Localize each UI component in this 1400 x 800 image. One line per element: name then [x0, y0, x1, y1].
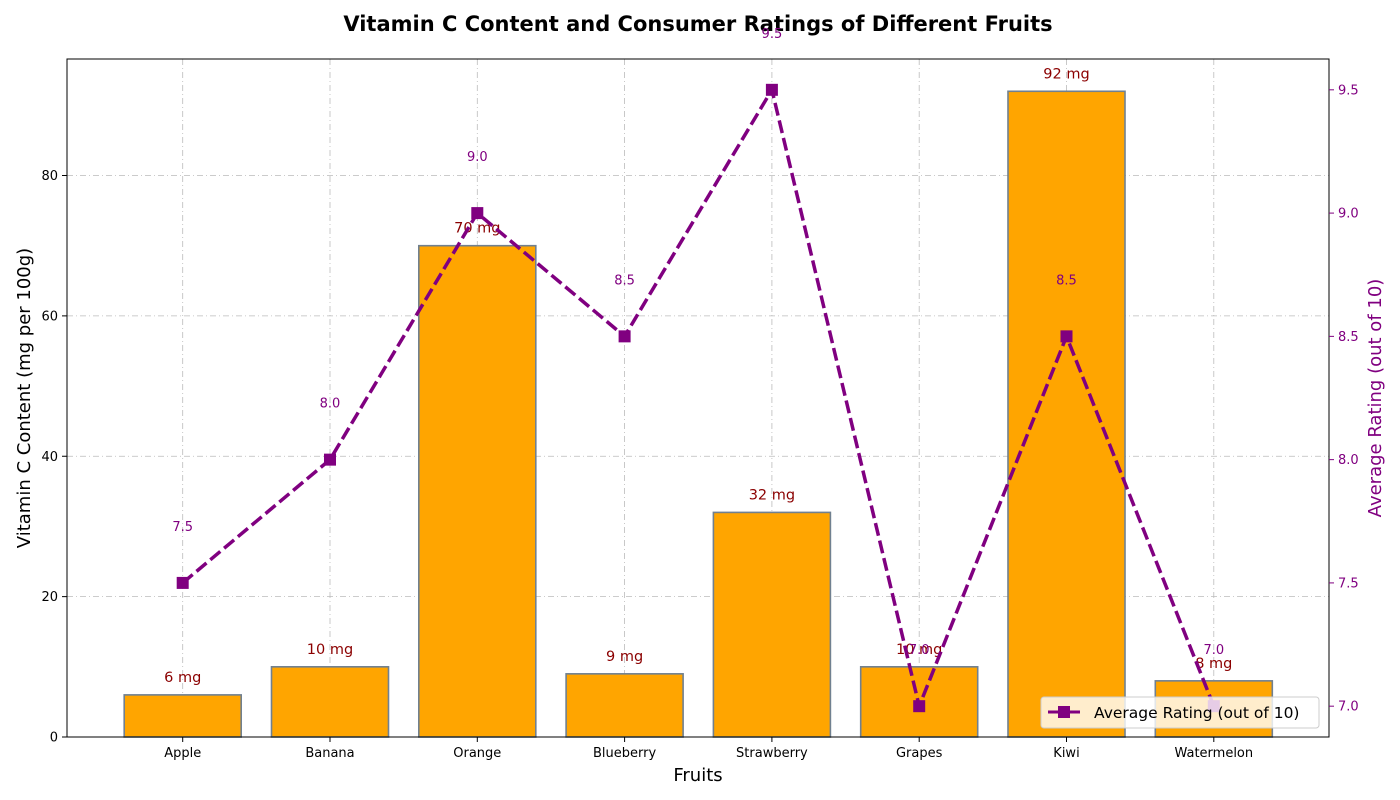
rating-value-label: 7.0 — [909, 643, 930, 658]
rating-line — [181, 88, 1216, 708]
x-tick-label: Banana — [305, 746, 354, 761]
y-tick-label: 0 — [50, 731, 58, 746]
bars — [123, 90, 1274, 738]
rating-marker — [471, 207, 484, 220]
legend-marker-swatch — [1058, 706, 1070, 718]
rating-value-label: 7.5 — [172, 520, 193, 535]
rating-marker — [913, 700, 926, 713]
bar-value-label: 92 mg — [1043, 66, 1089, 82]
bar-value-label: 10 mg — [307, 642, 353, 658]
bar-value-label: 8 mg — [1195, 656, 1232, 672]
x-tick-label: Strawberry — [736, 746, 808, 761]
y2-tick-label: 9.5 — [1338, 83, 1359, 98]
rating-value-label: 8.0 — [320, 397, 341, 412]
y-axis-ticks: 0 20 40 60 80 — [41, 169, 67, 746]
x-tick-label: Apple — [164, 746, 201, 761]
bar-value-label: 70 mg — [454, 221, 500, 237]
bar — [712, 511, 832, 738]
y2-tick-label: 9.0 — [1338, 207, 1359, 222]
y2-tick-label: 7.5 — [1338, 576, 1359, 591]
rating-value-label: 8.5 — [614, 273, 635, 288]
rating-value-label: 7.0 — [1203, 643, 1224, 658]
bar-value-label: 9 mg — [606, 649, 643, 665]
x-axis-title: Fruits — [673, 765, 722, 786]
rating-value-label: 9.5 — [762, 27, 783, 42]
y2-tick-label: 7.0 — [1338, 700, 1359, 715]
rating-marker — [1060, 330, 1073, 343]
legend: Average Rating (out of 10) — [1040, 696, 1320, 729]
bar — [417, 244, 537, 738]
x-tick-label: Orange — [453, 746, 501, 761]
y-tick-label: 60 — [41, 309, 58, 324]
bar — [123, 694, 242, 738]
rating-marker — [324, 453, 336, 466]
bar — [270, 666, 390, 738]
rating-marker — [176, 576, 189, 589]
rating-marker — [618, 330, 631, 343]
y-tick-label: 20 — [41, 590, 58, 605]
x-tick-label: Watermelon — [1174, 746, 1253, 761]
x-tick-label: Blueberry — [593, 746, 656, 761]
y2-axis-title: Average Rating (out of 10) — [1365, 279, 1386, 518]
rating-value-label: 8.5 — [1056, 273, 1077, 288]
rating-marker — [765, 83, 778, 96]
rating-labels: 7.5 8.0 9.0 8.5 9.5 7.0 8.5 7.0 — [172, 27, 1224, 658]
chart-title: Vitamin C Content and Consumer Ratings o… — [343, 12, 1052, 36]
grid — [67, 59, 1329, 737]
y2-tick-label: 8.5 — [1338, 330, 1359, 345]
y2-tick-label: 8.0 — [1338, 453, 1359, 468]
bar — [1007, 90, 1126, 738]
x-axis-ticks: Apple Banana Orange Blueberry Strawberry Grap… — [164, 737, 1253, 761]
plot-frame — [66, 58, 1330, 738]
y-tick-label: 80 — [41, 169, 58, 184]
x-tick-label: Kiwi — [1053, 746, 1079, 761]
bar-value-label: 32 mg — [749, 487, 795, 503]
bar — [565, 673, 684, 738]
legend-box — [1040, 696, 1320, 729]
legend-label: Average Rating (out of 10) — [1094, 704, 1299, 722]
y-tick-label: 40 — [41, 450, 58, 465]
x-tick-label: Grapes — [896, 746, 943, 761]
y2-axis-ticks: 7.0 7.5 8.0 8.5 9.0 9.5 — [1329, 83, 1359, 715]
bar-value-label: 6 mg — [164, 670, 201, 686]
y-axis-title: Vitamin C Content (mg per 100g) — [14, 248, 35, 548]
rating-value-label: 9.0 — [467, 150, 488, 165]
